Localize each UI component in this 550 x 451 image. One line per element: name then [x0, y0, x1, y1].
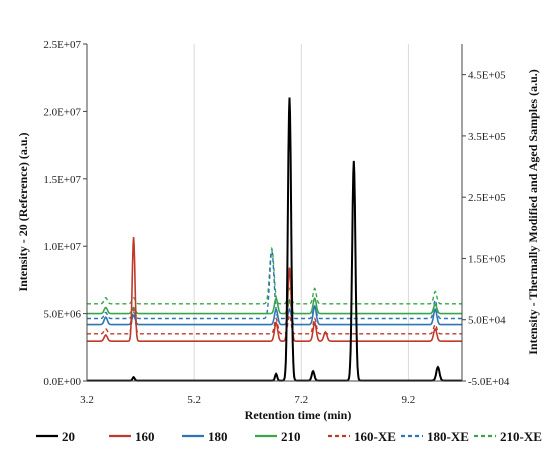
left-y-tick-label: 0.0E+00 — [43, 376, 81, 388]
series-210-XE-line — [87, 246, 462, 305]
series-180-XE-line — [87, 248, 462, 320]
x-tick-label: 3.2 — [80, 394, 94, 406]
left-y-axis-title: Intensity - 20 (Reference) (a.u.) — [16, 132, 30, 291]
right-y-tick-label: 2.5E+05 — [468, 192, 506, 204]
left-y-tick-label: 5.0E+06 — [43, 309, 81, 321]
legend: 20 160 180 210 160-XE 180-XE 210-XE — [36, 429, 542, 444]
x-axis-title: Retention time (min) — [245, 408, 352, 422]
right-y-tick-label: 4.5E+05 — [468, 70, 506, 82]
legend-label-180-XE: 180-XE — [427, 429, 469, 444]
series-180-line — [87, 304, 462, 326]
x-tick-label: 9.2 — [402, 394, 416, 406]
right-y-tick-label: 5.0E+04 — [468, 315, 506, 327]
x-tick-label: 7.2 — [294, 394, 308, 406]
left-y-tick-label: 1.5E+07 — [43, 174, 81, 186]
legend-label-160-XE: 160-XE — [354, 429, 396, 444]
legend-label-180: 180 — [208, 429, 228, 444]
legend-label-20: 20 — [62, 429, 75, 444]
legend-label-210-XE: 210-XE — [500, 429, 542, 444]
right-y-axis-title: Intensity - Thermally Modified and Aged … — [526, 69, 540, 354]
right-y-tick-label: 1.5E+05 — [468, 253, 506, 265]
left-y-tick-label: 1.0E+07 — [43, 241, 81, 253]
series-210-line — [87, 296, 462, 315]
legend-label-210: 210 — [281, 429, 301, 444]
series-160-XE-line — [87, 307, 462, 335]
left-y-tick-label: 2.5E+07 — [43, 39, 81, 51]
left-y-tick-label: 2.0E+07 — [43, 106, 81, 118]
series-160-line — [87, 236, 462, 343]
x-tick-label: 5.2 — [187, 394, 201, 406]
right-y-tick-label: 3.5E+05 — [468, 131, 506, 143]
right-y-tick-label: -5.0E+04 — [468, 376, 510, 388]
axes-layer: 3.2 5.2 7.2 9.2 0.0E+00 5.0E+06 1.0E+07 1.5E+07… — [43, 39, 510, 406]
legend-label-160: 160 — [135, 429, 155, 444]
